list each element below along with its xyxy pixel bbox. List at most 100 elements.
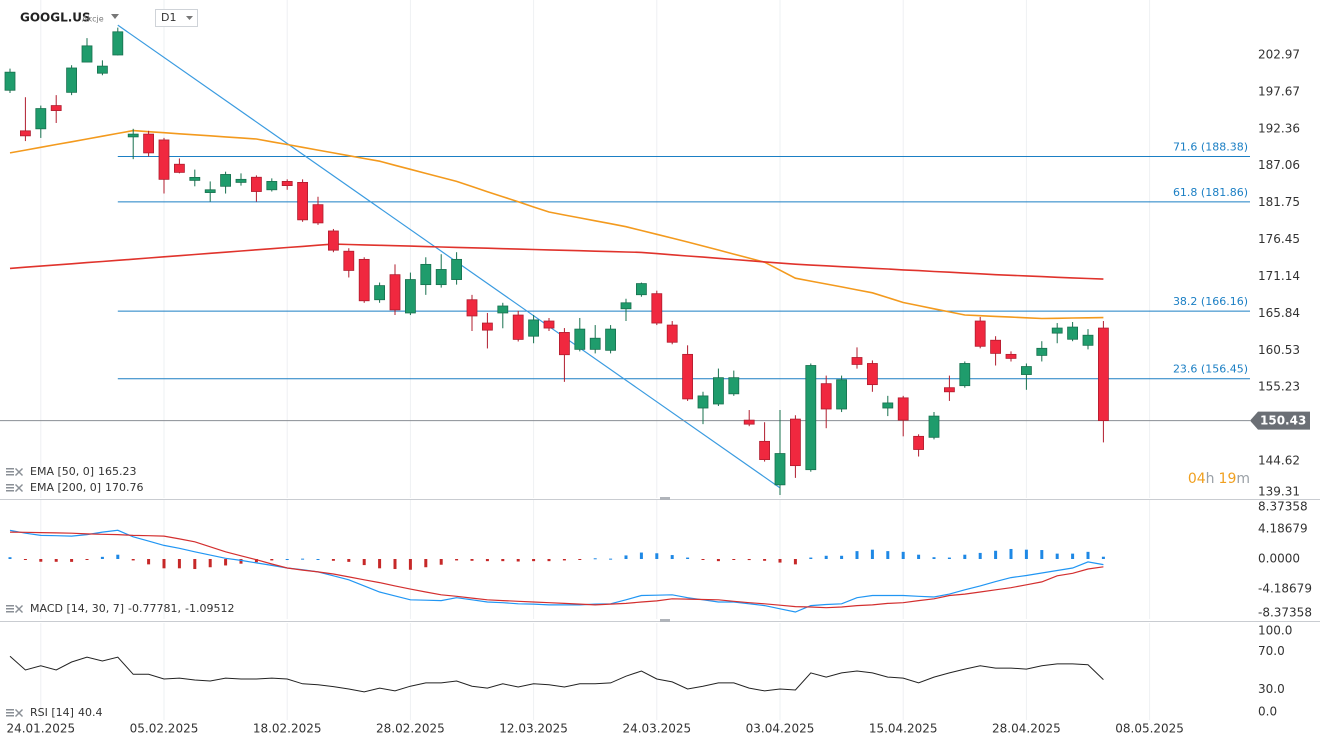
legend-settings-icon[interactable]: [6, 468, 14, 470]
fib-level-label: 23.6 (156.45): [1173, 363, 1248, 376]
macd-histogram-bar: [978, 552, 982, 559]
countdown-part: h: [1206, 471, 1215, 487]
macd-histogram-bar: [439, 559, 443, 565]
macd-histogram-bar: [886, 551, 890, 559]
y-tick-label: 8.37358: [1258, 500, 1308, 514]
timeframe-box[interactable]: [155, 9, 198, 27]
candle-body: [420, 263, 432, 286]
candle-body: [173, 163, 185, 173]
macd-histogram-bar: [763, 559, 767, 561]
macd-histogram-bar: [963, 554, 967, 559]
signal-line: [9, 531, 1104, 609]
candle-body: [559, 332, 570, 356]
timeframe-dropdown[interactable]: [186, 16, 193, 20]
symbol[interactable]: GOOGL.US: [20, 11, 91, 25]
y-tick-label: 160.53: [1258, 343, 1300, 357]
macd-histogram-bar: [1055, 553, 1059, 559]
macd-histogram-bar: [947, 557, 951, 559]
candle-body: [959, 363, 971, 387]
candle-body: [512, 314, 524, 340]
countdown-part: 19: [1219, 471, 1237, 487]
x-tick-label: 24.01.2025: [6, 722, 75, 736]
candle-body: [66, 67, 77, 93]
macd-histogram-bar: [747, 559, 751, 561]
candle-body: [358, 258, 370, 302]
legend-settings-icon: [6, 608, 14, 610]
macd-histogram-bar: [609, 558, 613, 560]
legend-settings-icon[interactable]: [6, 605, 14, 607]
y-tick-label: 202.97: [1258, 47, 1300, 61]
ema-line: [9, 129, 1104, 320]
candle-body: [867, 363, 878, 386]
candle-body: [851, 357, 863, 365]
macd-histogram-bar: [378, 559, 382, 569]
countdown-part: 04: [1188, 471, 1206, 487]
x-tick-label: 18.02.2025: [253, 722, 322, 736]
macd-histogram-bar: [701, 559, 705, 560]
y-tick-label: 0.0: [1258, 705, 1277, 719]
candle-body: [743, 419, 755, 425]
candle-body: [189, 176, 201, 181]
fib-level-label: 61.8 (181.86): [1173, 186, 1248, 199]
legend-settings-icon: [6, 487, 14, 489]
legend-entry: RSI [14] 40.4: [30, 706, 102, 719]
macd-histogram-bar: [485, 559, 489, 562]
candle-body: [620, 302, 632, 310]
macd-histogram-bar: [994, 550, 998, 559]
macd-histogram-bar: [316, 559, 320, 560]
candle-body: [1082, 334, 1094, 346]
legend-settings-icon: [6, 611, 14, 613]
legend-settings-icon: [6, 474, 14, 476]
candle-body: [327, 230, 339, 251]
candle-body: [974, 320, 986, 347]
symbol-dropdown[interactable]: [111, 14, 119, 19]
macd-histogram-bar: [85, 559, 89, 560]
x-tick-label: 28.02.2025: [376, 722, 445, 736]
legend-entry: MACD [14, 30, 7] -0.77781, -1.09512: [30, 602, 234, 615]
legend-settings-icon[interactable]: [6, 484, 14, 486]
macd-histogram-bar: [301, 558, 305, 560]
candle-body: [589, 337, 601, 350]
candle-body: [466, 299, 478, 317]
candle-body: [1051, 327, 1063, 334]
timeframe[interactable]: D1: [161, 11, 176, 24]
macd-histogram-bar: [8, 557, 12, 559]
candle-body: [50, 105, 62, 111]
legend-entry: EMA [200, 0] 170.76: [30, 481, 144, 494]
macd-histogram-bar: [1086, 551, 1090, 559]
legend-name: MACD [14, 30, 7]: [30, 602, 124, 615]
legend-settings-icon[interactable]: [6, 709, 14, 711]
candle-body: [697, 395, 709, 409]
y-tick-label: 171.14: [1258, 269, 1300, 283]
candle-body: [158, 139, 170, 180]
candle-body: [990, 339, 1001, 354]
candle-body: [127, 133, 139, 138]
macd-histogram-bar: [562, 559, 566, 561]
y-tick-label: 197.67: [1258, 84, 1300, 98]
candle-body: [1067, 326, 1078, 340]
x-tick-label: 28.04.2025: [992, 722, 1061, 736]
macd-histogram-bar: [470, 559, 474, 561]
candle-body: [97, 65, 108, 74]
y-tick-label: 70.0: [1258, 644, 1285, 658]
labels: 202.97 197.67 192.36 187.06 181.75 176.45 171.…: [6, 47, 1312, 736]
macd-histogram-bar: [208, 559, 212, 568]
y-tick-label: 4.18679: [1258, 522, 1308, 536]
macd-histogram-bar: [270, 559, 274, 561]
macd-histogram-bar: [23, 559, 27, 560]
macd-histogram-bar: [855, 551, 859, 559]
ema-line: [9, 243, 1104, 280]
legend-value: -0.77781: [128, 602, 177, 615]
macd-histogram-bar: [362, 559, 366, 566]
candle-body: [605, 328, 616, 351]
fib-level-label: 38.2 (166.16): [1173, 295, 1248, 308]
x-tick-label: 15.04.2025: [869, 722, 938, 736]
macd-histogram-bar: [686, 557, 690, 559]
macd-histogram-bar: [100, 556, 104, 559]
pane-handle[interactable]: [660, 619, 670, 622]
candle-body: [836, 379, 847, 410]
pane-handle[interactable]: [660, 497, 670, 500]
legend-separator: ,: [178, 602, 182, 615]
candle-body: [913, 435, 924, 450]
